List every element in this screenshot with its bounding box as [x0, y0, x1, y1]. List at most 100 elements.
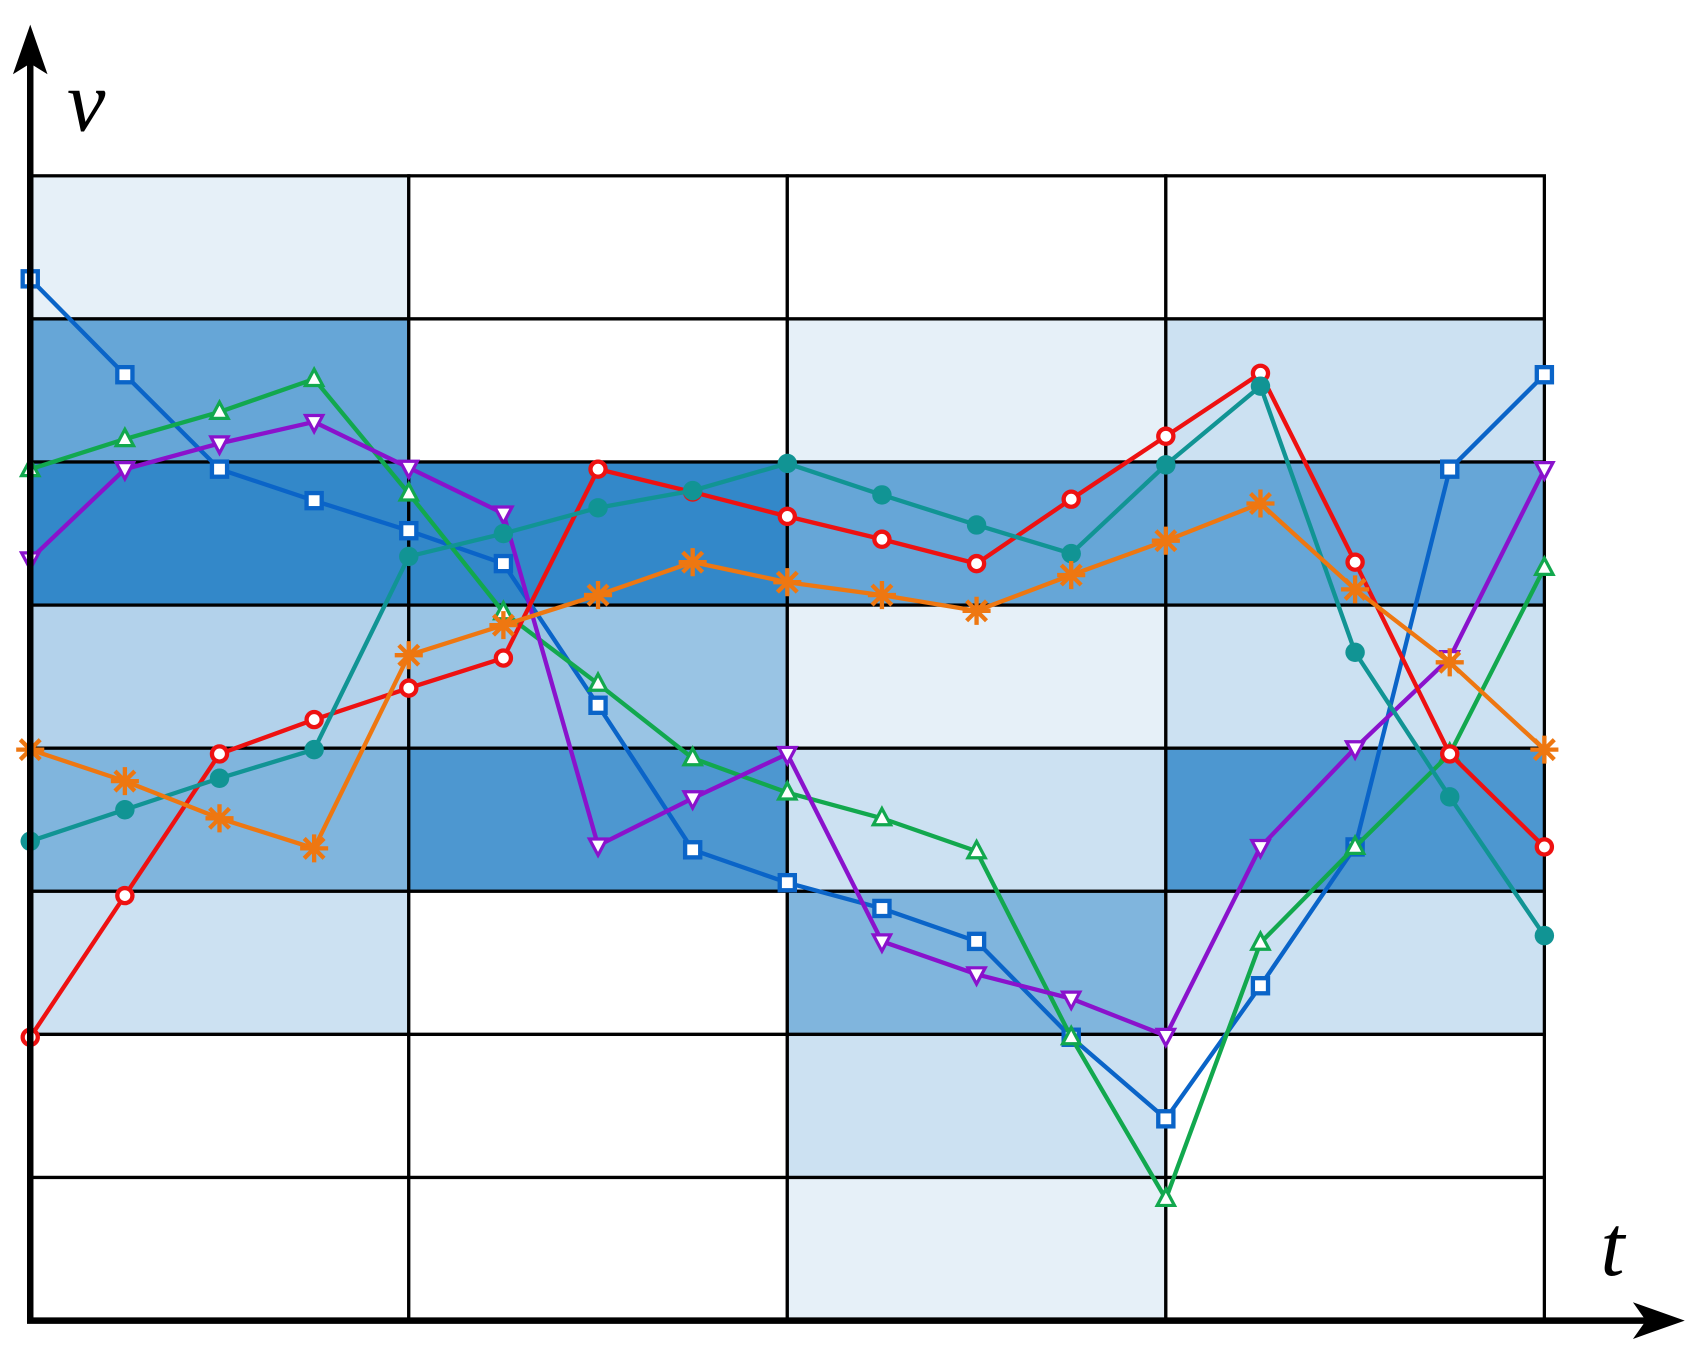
marker [1440, 744, 1460, 764]
marker [302, 365, 326, 388]
heat-cell [785, 1175, 1168, 1323]
marker [1440, 459, 1460, 479]
marker [870, 805, 894, 827]
marker [300, 834, 329, 863]
marker [777, 506, 798, 527]
marker [394, 641, 423, 670]
heat-cell [28, 1032, 411, 1180]
marker [113, 461, 137, 483]
marker [1534, 837, 1555, 857]
marker [681, 790, 705, 812]
marker [1341, 575, 1370, 604]
marker [777, 872, 798, 893]
marker [304, 709, 324, 730]
marker [965, 838, 988, 860]
marker [1151, 526, 1180, 555]
marker [302, 413, 326, 436]
marker [489, 611, 518, 640]
heat-cell [28, 603, 411, 750]
marker [775, 779, 799, 801]
marker [492, 505, 515, 527]
marker [1250, 376, 1271, 396]
heat-cell [407, 317, 789, 464]
x-arrow [1632, 1302, 1685, 1339]
y-axis-label: v [67, 53, 106, 149]
marker [1440, 787, 1460, 807]
heat-cell [1164, 1175, 1546, 1323]
marker [1533, 554, 1556, 576]
marker [1435, 648, 1464, 677]
marker [682, 480, 703, 501]
marker [966, 515, 987, 535]
marker [205, 804, 234, 833]
marker [304, 739, 324, 760]
marker [867, 581, 896, 610]
heat-cell [785, 174, 1168, 321]
marker [1534, 925, 1555, 946]
marker [966, 931, 987, 952]
marker [678, 548, 707, 577]
marker [1249, 838, 1272, 861]
marker [1534, 364, 1555, 385]
marker [1061, 489, 1081, 509]
marker [115, 800, 135, 820]
marker [1343, 833, 1367, 856]
marker [588, 459, 608, 479]
marker [872, 485, 892, 505]
marker [208, 398, 231, 421]
marker [872, 898, 892, 919]
marker [588, 695, 608, 715]
marker [1156, 1109, 1176, 1129]
heat-cell [407, 174, 789, 321]
marker [1057, 561, 1086, 590]
series [20, 376, 1555, 946]
marker [872, 529, 892, 549]
marker [1059, 1024, 1083, 1046]
marker [1246, 489, 1275, 518]
marker [1059, 990, 1083, 1012]
marker [1249, 929, 1272, 951]
marker [397, 459, 421, 481]
marker [1061, 543, 1081, 564]
marker [115, 364, 135, 385]
heat-cell [1164, 174, 1546, 321]
marker [1156, 426, 1176, 446]
marker [1533, 461, 1556, 483]
heat-cell [407, 889, 789, 1037]
marker [1154, 1027, 1178, 1049]
heat-cell [407, 1032, 789, 1180]
marker [1530, 735, 1559, 764]
marker [209, 459, 230, 479]
series [18, 365, 1556, 1208]
heat-cell [785, 603, 1168, 750]
marker [1250, 976, 1271, 996]
marker [586, 670, 610, 692]
marker [588, 498, 608, 518]
marker [208, 435, 231, 457]
heat-cell [1164, 889, 1546, 1037]
marker [586, 837, 610, 859]
marker [1154, 1185, 1178, 1208]
marker [775, 745, 799, 768]
series [16, 489, 1559, 863]
marker [304, 490, 324, 511]
marker [583, 581, 613, 610]
heat-cell [1164, 1032, 1546, 1180]
heat-cell [785, 1032, 1168, 1180]
heat-cell [407, 1175, 789, 1323]
marker [966, 553, 987, 574]
marker [777, 453, 798, 474]
marker [682, 840, 703, 860]
marker [1345, 642, 1365, 663]
marker [681, 745, 705, 767]
marker [493, 553, 514, 574]
heat-cell [785, 317, 1168, 464]
marker [965, 966, 988, 988]
marker [962, 596, 991, 625]
marker [113, 425, 137, 448]
marker [397, 480, 421, 502]
marker [399, 520, 419, 541]
x-axis-label: t [1601, 1198, 1627, 1294]
heat-cell [28, 460, 411, 607]
